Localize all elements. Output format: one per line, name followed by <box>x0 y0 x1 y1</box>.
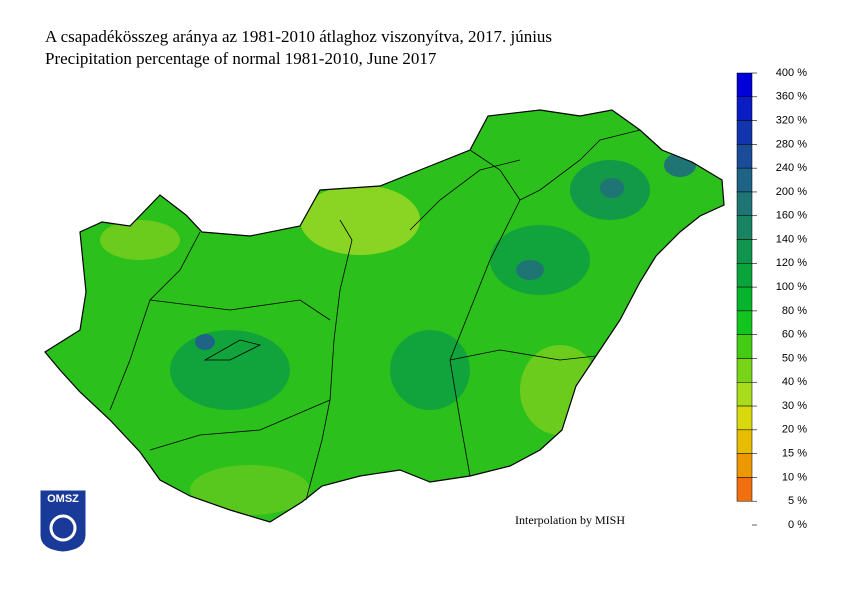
legend-label: 10 % <box>782 471 807 483</box>
legend-swatch <box>736 334 753 359</box>
legend-label: 400 % <box>776 67 807 79</box>
map-zone <box>300 185 420 255</box>
region-border <box>149 399 331 451</box>
legend-swatch <box>736 429 753 454</box>
legend-label: 360 % <box>776 91 807 103</box>
map-zone <box>100 220 180 260</box>
legend-swatch <box>736 120 753 145</box>
legend-swatch <box>736 96 753 121</box>
legend-swatch <box>736 191 753 216</box>
legend-swatch <box>736 286 753 312</box>
legend-swatch <box>736 144 753 169</box>
legend-label: 160 % <box>776 210 807 222</box>
map-zone <box>600 178 624 198</box>
region-border <box>469 129 641 201</box>
legend-swatch <box>736 263 753 288</box>
legend-label: 280 % <box>776 138 807 150</box>
legend-label: 5 % <box>788 495 807 507</box>
legend-swatch <box>736 477 753 502</box>
danube <box>305 219 353 501</box>
legend-swatch <box>736 239 753 264</box>
map-zone <box>190 465 310 515</box>
legend-label: 120 % <box>776 257 807 269</box>
legend-swatch <box>736 453 753 478</box>
legend-label: 140 % <box>776 233 807 245</box>
legend-swatch <box>736 72 753 98</box>
region-border <box>409 159 521 231</box>
region-border <box>449 349 597 361</box>
legend-label: 40 % <box>782 376 807 388</box>
legend-label: 80 % <box>782 305 807 317</box>
legend-label: 0 % <box>788 519 807 531</box>
legend-swatch <box>736 405 753 431</box>
map-zone <box>490 225 590 295</box>
legend-swatch <box>736 310 753 335</box>
legend-swatch <box>736 358 753 383</box>
map-zone <box>520 345 600 435</box>
tisza <box>449 199 521 477</box>
region-borders <box>109 129 641 501</box>
title-en: Precipitation percentage of normal 1981-… <box>45 49 437 68</box>
legend-swatch <box>736 167 753 193</box>
legend-label: 320 % <box>776 114 807 126</box>
map-zone <box>195 334 215 350</box>
region-border <box>149 299 331 321</box>
legend-label: 30 % <box>782 400 807 412</box>
credit: Interpolation by MISH <box>515 513 625 527</box>
map-zone <box>170 330 290 410</box>
legend-label: 20 % <box>782 424 807 436</box>
map-zone <box>390 330 470 410</box>
omsz-logo: OMSZ <box>39 489 87 553</box>
legend-label: 240 % <box>776 162 807 174</box>
legend-swatch <box>736 382 753 407</box>
legend-label: 200 % <box>776 186 807 198</box>
title-hu: A csapadékösszeg aránya az 1981-2010 átl… <box>45 27 552 46</box>
legend-label: 100 % <box>776 281 807 293</box>
lake-balaton <box>203 339 262 361</box>
legend-label: 60 % <box>782 329 807 341</box>
logo-shield <box>39 489 87 553</box>
logo-swirl <box>49 514 77 542</box>
legend-label: 50 % <box>782 352 807 364</box>
legend-swatch <box>736 215 753 240</box>
legend-label: 15 % <box>782 448 807 460</box>
logo-text: OMSZ <box>47 493 79 505</box>
map-zone <box>516 260 544 280</box>
legend: 400 % 360 % 320 % 280 % 240 % 200 % 160 % 140 %… <box>736 67 807 531</box>
